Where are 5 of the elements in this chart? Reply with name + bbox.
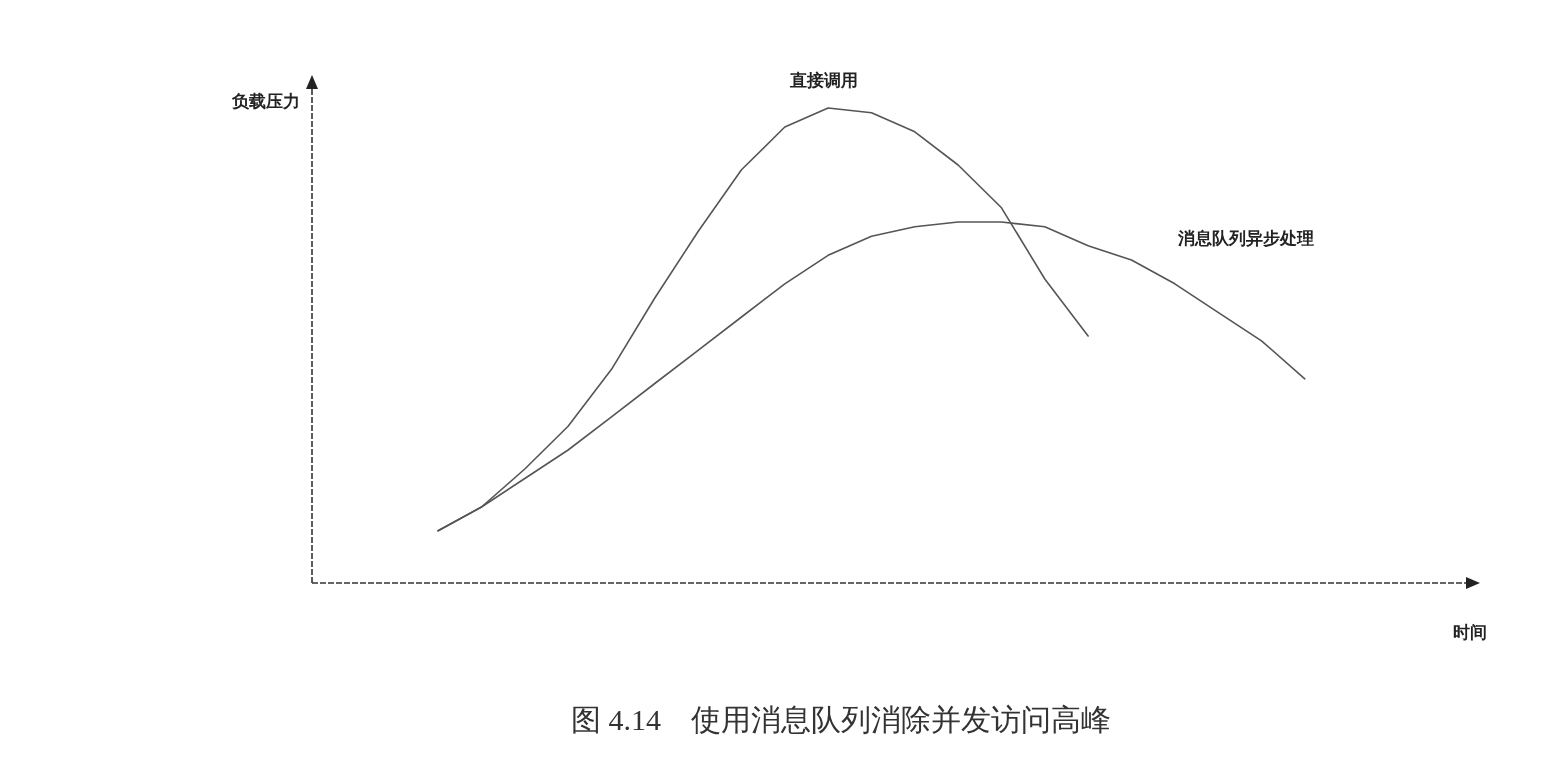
text: 时间 [1453, 622, 1487, 642]
series-label: 直接调用 [789, 70, 859, 90]
text: 负载压力 [231, 91, 300, 111]
text: 图 4.14 使用消息队列消除并发访问高峰 [571, 703, 1111, 736]
series-label: 消息队列异步处理 [1177, 228, 1315, 249]
